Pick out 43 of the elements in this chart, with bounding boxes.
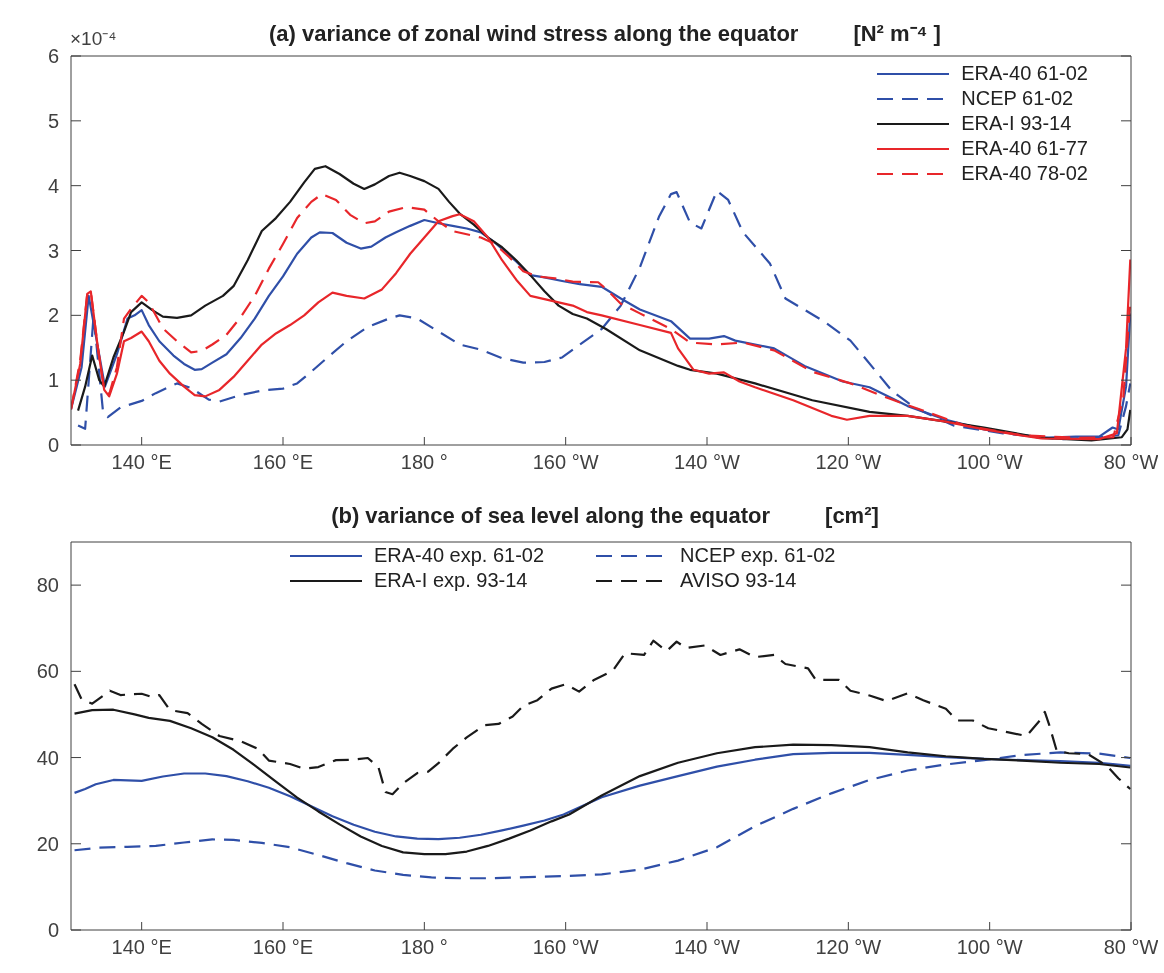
y-tick-label: 80 (36, 574, 59, 597)
line-series (73, 751, 1131, 880)
legend-label: ERA-I 93-14 (961, 112, 1072, 135)
x-tick-label: 120 °W (815, 451, 882, 474)
y-tick-label: 1 (47, 369, 59, 392)
x-tick-label: 140 °W (674, 451, 741, 474)
x-tick-label: 100 °W (956, 936, 1023, 959)
x-tick-label: 80 °W (1103, 451, 1159, 474)
x-tick-label: 140 °E (111, 936, 172, 959)
text: [N² m⁻⁴ ] (853, 20, 941, 47)
text: ×10⁻⁴ (70, 27, 117, 51)
y-tick-label: 3 (47, 239, 59, 262)
x-tick-label: 180 ° (400, 936, 448, 959)
x-tick-label: 160 °E (252, 936, 314, 959)
legend-label: AVISO 93-14 (680, 569, 797, 592)
x-tick-label: 100 °W (956, 451, 1023, 474)
y-tick-label: 6 (47, 45, 59, 68)
x-tick-label: 80 °W (1103, 936, 1159, 959)
legend-label: NCEP exp. 61-02 (680, 544, 836, 567)
x-tick-label: 120 °W (815, 936, 882, 959)
legend-label: ERA-40 exp. 61-02 (374, 544, 545, 567)
chart-title: (a) variance of zonal wind stress along the equator (269, 21, 799, 47)
chart-title: (b) variance of sea level along the equator (331, 503, 771, 529)
legend-label: ERA-I exp. 93-14 (374, 569, 528, 592)
x-tick-label: 180 ° (400, 451, 448, 474)
legend-label: ERA-40 61-02 (961, 62, 1088, 85)
y-tick-label: 4 (47, 174, 59, 197)
legend-label: NCEP 61-02 (961, 87, 1074, 110)
y-tick-label: 60 (36, 660, 59, 683)
y-tick-label: 5 (47, 109, 59, 132)
y-tick-label: 2 (47, 304, 59, 327)
y-tick-label: 0 (47, 434, 59, 457)
y-tick-label: 0 (47, 919, 59, 942)
text: [cm²] (825, 503, 879, 529)
legend-label: ERA-40 61-77 (961, 137, 1088, 160)
y-tick-label: 40 (36, 746, 59, 769)
x-tick-label: 160 °W (532, 936, 599, 959)
x-tick-label: 160 °W (532, 451, 599, 474)
x-tick-label: 140 °W (674, 936, 741, 959)
x-tick-label: 140 °E (111, 451, 172, 474)
y-tick-label: 20 (36, 832, 59, 855)
x-tick-label: 160 °E (252, 451, 314, 474)
legend-label: ERA-40 78-02 (961, 162, 1088, 185)
